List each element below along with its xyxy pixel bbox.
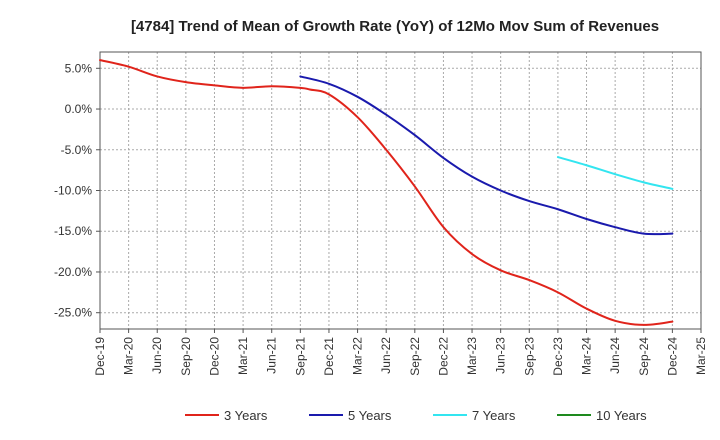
x-tick-label: Dec-19 xyxy=(93,337,107,376)
x-tick-label: Mar-22 xyxy=(351,337,365,375)
y-tick-label: -25.0% xyxy=(54,306,92,320)
x-tick-label: Mar-24 xyxy=(580,337,594,375)
x-tick-label: Jun-23 xyxy=(494,337,508,374)
x-tick-label: Sep-20 xyxy=(179,337,193,376)
y-tick-label: 5.0% xyxy=(65,61,93,75)
x-tick-label: Dec-24 xyxy=(665,337,679,376)
y-tick-label: -5.0% xyxy=(61,143,93,157)
x-tick-label: Jun-24 xyxy=(608,337,622,374)
y-tick-label: -20.0% xyxy=(54,265,92,279)
x-tick-label: Jun-21 xyxy=(265,337,279,374)
legend: 3 Years 5 Years 7 Years 10 Years xyxy=(185,408,647,423)
x-tick-label: Mar-21 xyxy=(236,337,250,375)
x-tick-label: Sep-24 xyxy=(637,337,651,376)
x-axis: Dec-19 Mar-20 Jun-20 Sep-20 Dec-20 Mar-21 Jun-… xyxy=(93,329,708,376)
x-tick-label: Dec-20 xyxy=(207,337,221,376)
x-tick-label: Dec-21 xyxy=(322,337,336,376)
x-tick-label: Sep-23 xyxy=(522,337,536,376)
x-tick-label: Jun-22 xyxy=(379,337,393,374)
x-tick-label: Dec-22 xyxy=(436,337,450,376)
legend-label-7-years: 7 Years xyxy=(472,408,516,423)
x-tick-label: Sep-22 xyxy=(408,337,422,376)
series-line-5-years xyxy=(299,75,674,236)
x-tick-label: Mar-20 xyxy=(122,337,136,375)
y-axis: 5.0% 0.0% -5.0% -10.0% -15.0% -20.0% -25.0% xyxy=(54,61,100,320)
x-tick-label: Sep-21 xyxy=(293,337,307,376)
y-tick-label: -15.0% xyxy=(54,224,92,238)
series-line-7-years xyxy=(556,156,674,190)
x-tick-label: Mar-25 xyxy=(694,337,708,375)
y-tick-label: 0.0% xyxy=(65,102,93,116)
gridlines xyxy=(99,52,702,329)
series-line-3-years xyxy=(99,59,674,326)
x-tick-label: Mar-23 xyxy=(465,337,479,375)
legend-label-5-years: 5 Years xyxy=(348,408,392,423)
x-tick-label: Dec-23 xyxy=(551,337,565,376)
legend-label-3-years: 3 Years xyxy=(224,408,268,423)
legend-label-10-years: 10 Years xyxy=(596,408,647,423)
x-tick-label: Jun-20 xyxy=(150,337,164,374)
y-tick-label: -10.0% xyxy=(54,184,92,198)
series-lines xyxy=(99,59,674,326)
chart-title: [4784] Trend of Mean of Growth Rate (YoY… xyxy=(131,18,659,35)
